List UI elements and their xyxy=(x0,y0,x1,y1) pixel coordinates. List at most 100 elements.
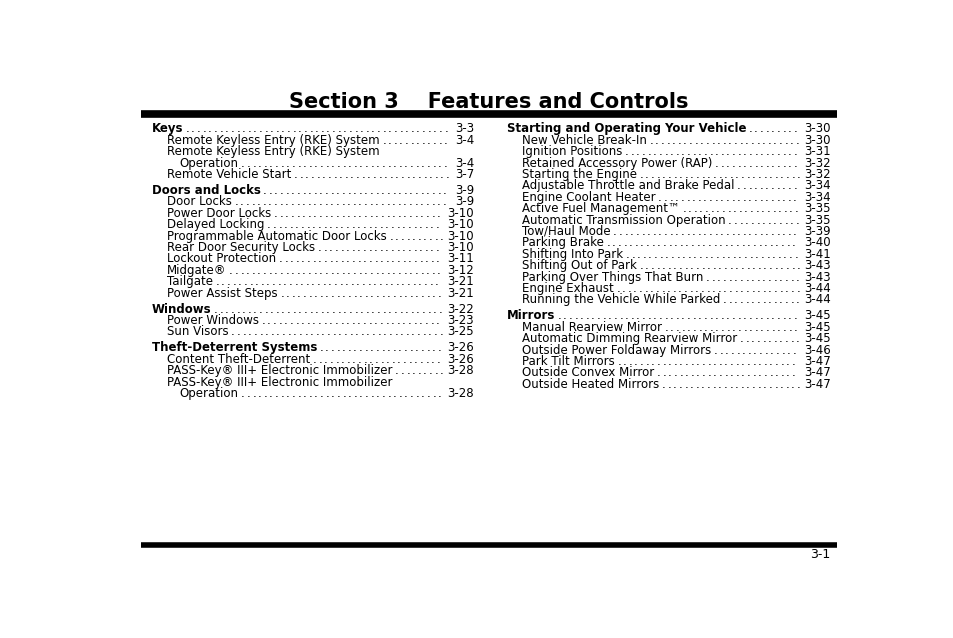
Text: Starting and Operating Your Vehicle: Starting and Operating Your Vehicle xyxy=(506,122,745,135)
Text: .: . xyxy=(751,168,755,181)
Text: .: . xyxy=(703,145,707,158)
Text: .: . xyxy=(393,387,396,400)
Text: .: . xyxy=(645,355,649,368)
Text: .: . xyxy=(370,184,374,197)
Text: .: . xyxy=(238,275,242,288)
Text: .: . xyxy=(225,302,229,316)
Text: 3-34: 3-34 xyxy=(803,179,830,193)
Text: .: . xyxy=(717,134,720,147)
Text: .: . xyxy=(351,275,354,288)
Text: .: . xyxy=(734,282,738,295)
Text: .: . xyxy=(247,387,250,400)
Text: .: . xyxy=(439,364,443,377)
Text: .: . xyxy=(336,286,340,300)
Text: .: . xyxy=(242,302,245,316)
Text: .: . xyxy=(376,302,380,316)
Text: .: . xyxy=(421,122,425,135)
Text: Automatic Transmission Operation: Automatic Transmission Operation xyxy=(521,214,725,226)
Text: .: . xyxy=(340,218,344,231)
Text: 3-9: 3-9 xyxy=(455,195,474,209)
Text: .: . xyxy=(636,309,639,322)
Text: .: . xyxy=(320,122,324,135)
Text: .: . xyxy=(319,156,323,170)
Text: .: . xyxy=(774,366,778,380)
Text: .: . xyxy=(740,355,744,368)
Text: .: . xyxy=(770,191,774,204)
Text: .: . xyxy=(370,263,374,277)
Text: .: . xyxy=(409,286,413,300)
Text: .: . xyxy=(432,184,435,197)
Text: .: . xyxy=(351,241,355,254)
Text: .: . xyxy=(631,248,635,261)
Text: .: . xyxy=(397,184,401,197)
Text: .: . xyxy=(420,184,424,197)
Text: .: . xyxy=(366,325,370,338)
Text: .: . xyxy=(780,378,782,390)
Text: .: . xyxy=(348,387,352,400)
Text: .: . xyxy=(755,202,759,215)
Text: .: . xyxy=(352,253,355,265)
Text: .: . xyxy=(391,218,395,231)
Text: .: . xyxy=(711,282,715,295)
Text: .: . xyxy=(306,218,310,231)
Text: .: . xyxy=(363,207,367,220)
Text: .: . xyxy=(270,302,274,316)
Text: .: . xyxy=(396,241,400,254)
Text: .: . xyxy=(764,156,768,170)
Text: .: . xyxy=(740,237,744,249)
Text: .: . xyxy=(756,293,760,306)
Text: .: . xyxy=(434,325,437,338)
Text: Windows: Windows xyxy=(152,302,212,316)
Text: .: . xyxy=(406,364,410,377)
Text: .: . xyxy=(768,259,772,272)
Text: .: . xyxy=(307,207,311,220)
Text: .: . xyxy=(310,325,314,338)
Text: .: . xyxy=(358,195,361,209)
Text: .: . xyxy=(285,207,289,220)
Text: .: . xyxy=(438,122,442,135)
Text: .: . xyxy=(295,253,299,265)
Text: .: . xyxy=(387,286,391,300)
Text: .: . xyxy=(730,344,734,357)
Text: 3-45: 3-45 xyxy=(803,321,830,334)
Text: .: . xyxy=(746,237,750,249)
Text: .: . xyxy=(341,195,345,209)
Text: .: . xyxy=(720,191,723,204)
Text: .: . xyxy=(656,259,659,272)
Text: .: . xyxy=(658,145,661,158)
Text: .: . xyxy=(371,302,375,316)
Text: .: . xyxy=(346,218,349,231)
Text: .: . xyxy=(388,134,392,147)
Text: .: . xyxy=(312,218,315,231)
Text: .: . xyxy=(787,309,791,322)
Text: .: . xyxy=(736,225,740,238)
Text: .: . xyxy=(270,122,274,135)
Text: .: . xyxy=(673,259,677,272)
Text: .: . xyxy=(779,282,782,295)
Text: Programmable Automatic Door Locks: Programmable Automatic Door Locks xyxy=(167,230,387,242)
Text: .: . xyxy=(786,344,790,357)
Text: .: . xyxy=(436,184,440,197)
Text: .: . xyxy=(724,344,728,357)
Text: .: . xyxy=(663,145,667,158)
Text: .: . xyxy=(335,195,339,209)
Text: .: . xyxy=(679,355,682,368)
Text: .: . xyxy=(630,309,634,322)
Text: .: . xyxy=(696,366,700,380)
Text: .: . xyxy=(265,325,269,338)
Text: .: . xyxy=(750,134,754,147)
Text: .: . xyxy=(731,309,735,322)
Text: .: . xyxy=(781,344,784,357)
Text: Power Door Locks: Power Door Locks xyxy=(167,207,272,220)
Text: .: . xyxy=(213,122,217,135)
Text: .: . xyxy=(364,341,368,354)
Text: .: . xyxy=(662,237,666,249)
Text: Engine Exhaust: Engine Exhaust xyxy=(521,282,614,295)
Text: .: . xyxy=(405,302,408,316)
Text: .: . xyxy=(402,218,405,231)
Text: .: . xyxy=(699,248,701,261)
Text: .: . xyxy=(785,237,789,249)
Text: .: . xyxy=(700,168,704,181)
Text: .: . xyxy=(435,168,438,181)
Text: .: . xyxy=(274,156,278,170)
